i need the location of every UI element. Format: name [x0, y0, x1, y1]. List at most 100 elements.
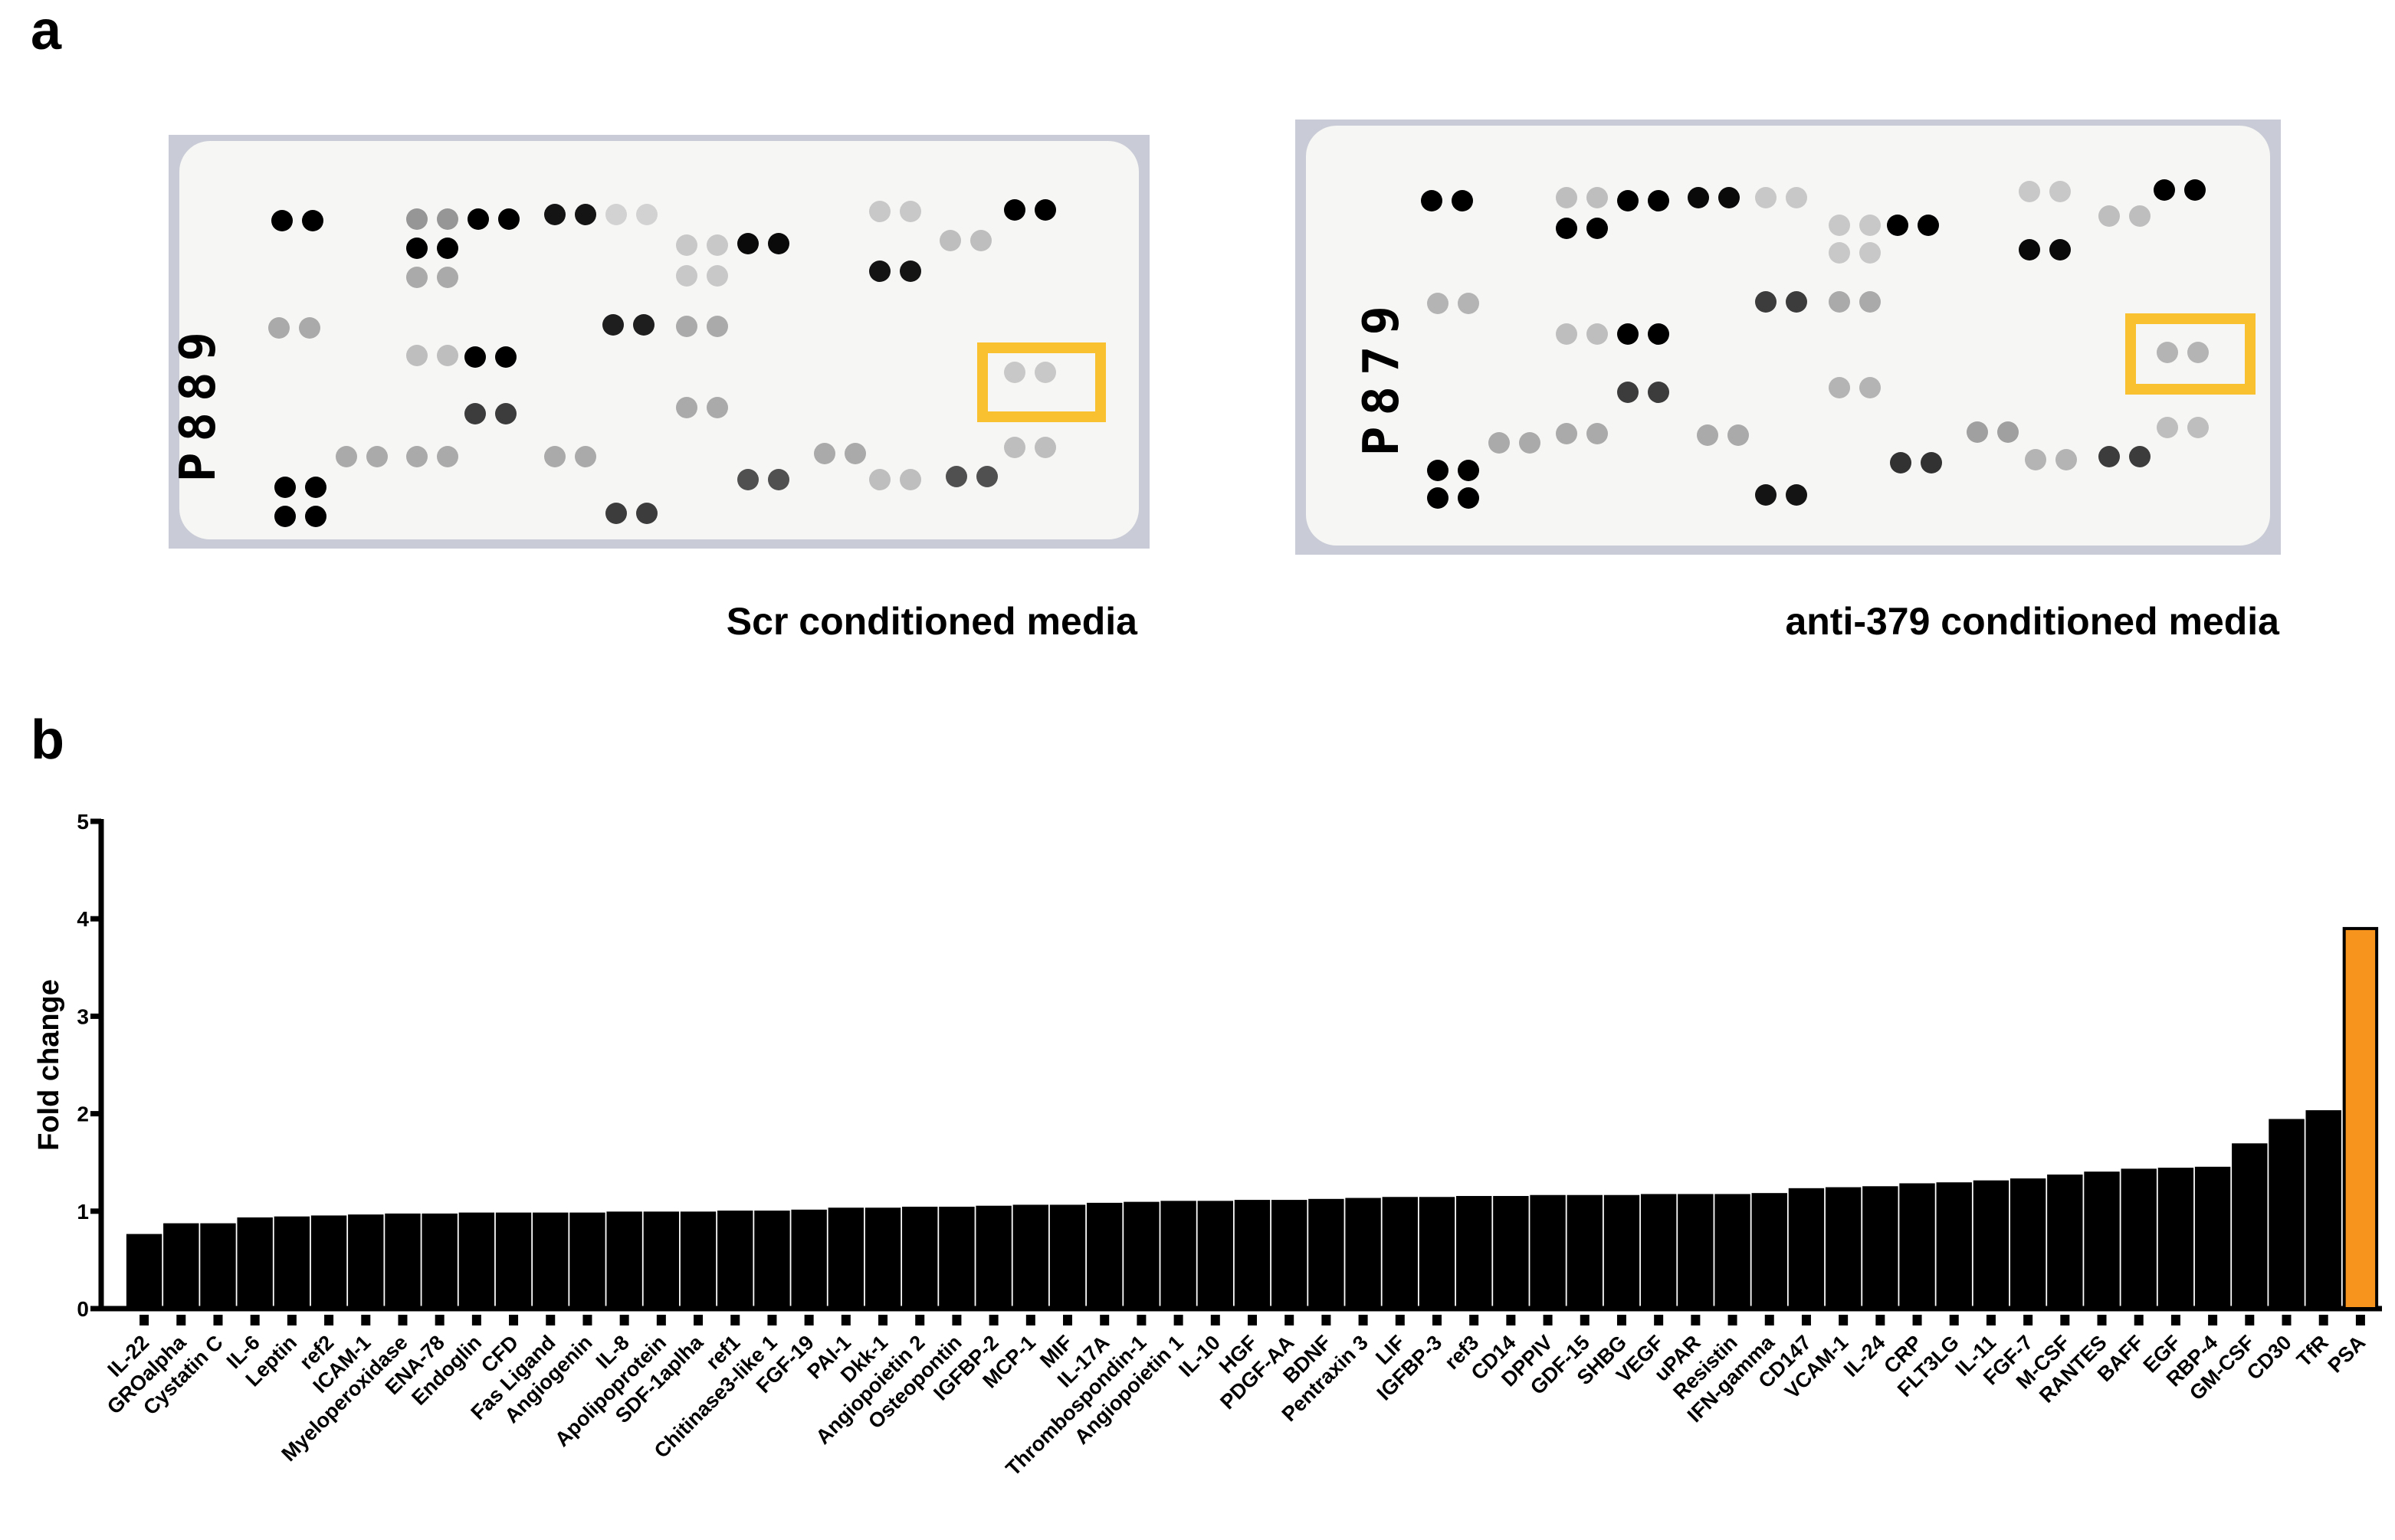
bar — [1936, 1182, 1972, 1310]
spot — [1718, 187, 1740, 208]
spot — [2157, 342, 2178, 363]
spot — [737, 469, 759, 490]
x-tick — [1063, 1315, 1073, 1325]
spot — [2019, 181, 2040, 202]
bar — [2047, 1175, 2083, 1311]
spot — [1488, 432, 1510, 454]
spot — [1586, 218, 1608, 239]
y-tick-label: 3 — [77, 1004, 89, 1028]
spot — [1918, 215, 1939, 236]
bar — [976, 1205, 1012, 1311]
bar — [2342, 926, 2379, 1311]
x-tick — [250, 1315, 260, 1325]
spot — [1786, 484, 1807, 506]
x-tick — [398, 1315, 408, 1325]
bar — [2305, 1110, 2341, 1311]
spot — [271, 210, 293, 231]
x-tick-label: IL-10 — [1174, 1331, 1225, 1381]
spot — [676, 265, 697, 287]
bar — [902, 1206, 938, 1311]
x-tick — [1210, 1315, 1220, 1325]
spot — [1755, 187, 1777, 208]
spot — [1035, 199, 1056, 221]
x-tick — [1506, 1315, 1516, 1325]
highlight-box — [2125, 313, 2256, 395]
x-tick — [546, 1315, 556, 1325]
spot — [2157, 417, 2178, 438]
spot — [1617, 382, 1639, 403]
x-tick — [1100, 1315, 1110, 1325]
y-axis-label: Fold change — [33, 979, 65, 1151]
spot — [437, 238, 458, 259]
spot — [900, 201, 921, 222]
y-tick-label: 0 — [77, 1297, 89, 1321]
x-tick — [139, 1315, 149, 1325]
x-tick — [1801, 1315, 1811, 1325]
spot — [1829, 291, 1850, 313]
spot — [976, 466, 998, 487]
spot — [1617, 323, 1639, 345]
highlight-box — [977, 342, 1106, 422]
x-tick — [1986, 1315, 1996, 1325]
bar — [1640, 1194, 1677, 1310]
spot — [406, 446, 428, 467]
spot — [1859, 215, 1881, 236]
spot — [305, 477, 326, 498]
spot — [2098, 446, 2120, 467]
bar — [310, 1215, 347, 1311]
x-tick — [1284, 1315, 1294, 1325]
spot — [2055, 449, 2077, 470]
x-tick — [730, 1315, 740, 1325]
spot — [900, 260, 921, 282]
spot — [2154, 179, 2175, 201]
x-tick — [841, 1315, 851, 1325]
spot — [2187, 342, 2209, 363]
spot — [1004, 199, 1025, 221]
bar — [1124, 1201, 1160, 1311]
spot — [636, 503, 658, 524]
bar — [864, 1207, 901, 1310]
membrane-code: P879 — [1353, 295, 1410, 456]
bar — [1234, 1200, 1271, 1310]
spot — [1035, 362, 1056, 383]
x-tick — [1321, 1315, 1331, 1325]
spot — [1890, 452, 1911, 473]
spot — [575, 446, 596, 467]
spot — [2019, 239, 2040, 260]
x-tick — [2097, 1315, 2107, 1325]
bar — [1160, 1201, 1196, 1311]
spot — [707, 397, 728, 418]
y-tick-label: 2 — [77, 1103, 89, 1126]
spot — [1452, 190, 1473, 211]
x-tick — [582, 1315, 592, 1325]
x-tick — [213, 1315, 223, 1325]
panel-label: b — [31, 709, 64, 771]
spot — [2184, 179, 2206, 201]
bar — [717, 1211, 753, 1311]
spot — [544, 204, 566, 225]
bar — [939, 1206, 975, 1311]
x-tick — [915, 1315, 925, 1325]
spot — [1586, 323, 1608, 345]
x-tick — [2245, 1315, 2255, 1325]
y-tick-label: 4 — [77, 907, 89, 931]
spot — [437, 446, 458, 467]
spot — [1648, 190, 1669, 211]
membrane-code: P889 — [170, 321, 227, 482]
x-tick-label: IL-24 — [1839, 1331, 1890, 1381]
x-tick — [1432, 1315, 1442, 1325]
x-tick — [287, 1315, 297, 1325]
bar — [2084, 1171, 2120, 1311]
x-tick — [2023, 1315, 2033, 1325]
bar — [126, 1234, 162, 1310]
spot — [1458, 460, 1479, 481]
spot — [1556, 218, 1577, 239]
x-tick — [1691, 1315, 1701, 1325]
membrane-caption: Scr conditioned media — [727, 600, 1138, 643]
bar — [1973, 1180, 2010, 1311]
x-tick-label: PSA — [2324, 1331, 2370, 1377]
x-tick — [952, 1315, 962, 1325]
spot — [495, 346, 517, 368]
spot — [2129, 205, 2151, 227]
bar — [2232, 1143, 2268, 1310]
